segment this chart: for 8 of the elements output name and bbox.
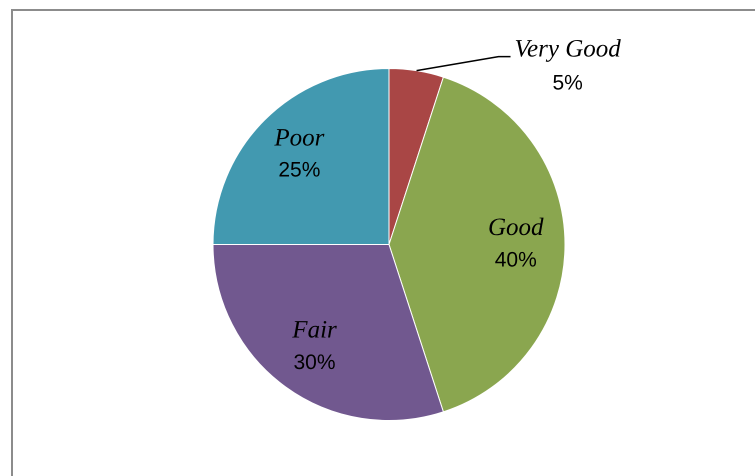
- slice-label: Poor: [273, 124, 325, 152]
- data-label: 30%: [294, 350, 336, 374]
- data-label: 25%: [278, 158, 320, 182]
- slice-label: Good: [488, 214, 544, 242]
- data-label: 5%: [552, 72, 583, 95]
- slice-label: Very Good: [514, 36, 622, 63]
- slice-label: Fair: [291, 316, 338, 344]
- data-label: 40%: [494, 248, 537, 272]
